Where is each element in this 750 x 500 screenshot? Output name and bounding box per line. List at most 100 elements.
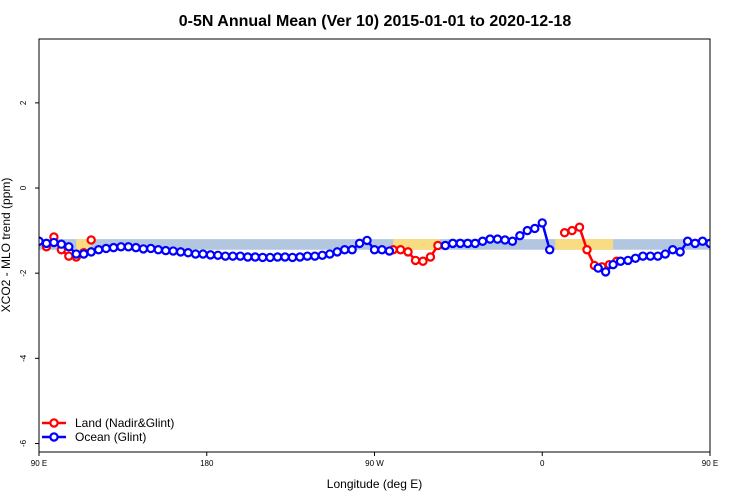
data-point xyxy=(582,245,592,255)
data-point xyxy=(736,245,743,252)
y-axis-label: XCO2 - MLO trend (ppm) xyxy=(0,178,13,313)
data-point xyxy=(205,250,216,260)
data-point xyxy=(403,247,413,257)
data-point xyxy=(500,235,510,245)
data-point xyxy=(744,248,750,255)
data-point xyxy=(507,236,518,246)
data-point xyxy=(49,237,59,248)
data-point xyxy=(138,244,149,254)
data-point xyxy=(721,240,728,247)
y-tick-label: -2 xyxy=(19,269,28,277)
data-point xyxy=(198,249,208,259)
legend-marker xyxy=(49,432,59,442)
data-point xyxy=(64,251,74,261)
data-point xyxy=(567,225,577,236)
data-point xyxy=(228,251,238,261)
legend-label: Land (Nadir&Glint) xyxy=(75,416,174,430)
data-point xyxy=(574,222,585,232)
data-point xyxy=(537,218,547,228)
x-tick-label: 90 W xyxy=(365,459,384,468)
data-point xyxy=(317,250,328,260)
data-point xyxy=(362,235,372,246)
series-ocean xyxy=(39,218,750,277)
data-point xyxy=(714,244,721,251)
data-point xyxy=(190,249,201,259)
data-point xyxy=(175,247,186,257)
data-point xyxy=(287,252,298,263)
y-axis: -6 -4 -2 0 2 xyxy=(19,100,39,447)
data-point xyxy=(86,247,96,257)
data-point xyxy=(559,228,570,238)
data-point xyxy=(455,238,465,249)
data-point xyxy=(146,243,156,254)
data-point xyxy=(108,242,119,253)
data-point xyxy=(623,255,633,266)
data-point xyxy=(630,253,641,263)
data-point xyxy=(440,240,451,251)
y-tick-label: 2 xyxy=(19,100,28,105)
data-point xyxy=(593,263,603,273)
data-point xyxy=(168,246,178,256)
data-point xyxy=(545,245,555,255)
data-point xyxy=(530,223,540,234)
data-point xyxy=(332,247,342,257)
data-point xyxy=(243,252,253,262)
data-point xyxy=(522,225,533,236)
x-axis-label: Longitude (deg E) xyxy=(327,477,422,491)
data-point xyxy=(395,245,406,255)
data-point xyxy=(101,243,111,254)
data-point xyxy=(729,242,736,249)
data-point xyxy=(71,249,81,259)
data-point xyxy=(161,245,171,256)
data-point xyxy=(682,236,693,246)
y-tick-label: 0 xyxy=(19,185,28,190)
data-point xyxy=(183,248,193,258)
data-point xyxy=(302,251,313,261)
data-point xyxy=(377,245,387,255)
data-point xyxy=(462,238,473,249)
chart-title: 0-5N Annual Mean (Ver 10) 2015-01-01 to … xyxy=(179,13,572,30)
data-point xyxy=(645,251,656,261)
data-point xyxy=(384,246,395,256)
data-point xyxy=(675,247,685,257)
data-point xyxy=(477,236,488,246)
data-point xyxy=(93,245,104,255)
data-point xyxy=(347,245,357,255)
x-tick-label: 180 xyxy=(200,459,214,468)
data-point xyxy=(734,233,741,240)
data-point xyxy=(354,238,365,249)
data-point xyxy=(515,231,525,241)
data-point xyxy=(56,239,67,249)
data-point xyxy=(235,251,245,261)
data-point xyxy=(660,249,670,259)
data-point xyxy=(485,234,495,244)
data-point xyxy=(79,249,89,259)
data-point xyxy=(448,238,458,249)
data-point xyxy=(410,255,421,266)
data-point xyxy=(425,252,436,262)
series-line xyxy=(738,237,750,257)
data-point xyxy=(470,238,480,249)
land-patch xyxy=(393,239,440,250)
data-point xyxy=(653,251,663,261)
data-point xyxy=(250,252,260,262)
data-point xyxy=(41,238,52,249)
x-tick-label: 0 xyxy=(540,459,545,468)
data-point xyxy=(131,242,141,253)
data-point xyxy=(615,256,626,266)
land-patch xyxy=(76,239,92,250)
data-point xyxy=(280,252,290,262)
plot-area xyxy=(39,218,750,277)
data-point xyxy=(325,249,335,259)
legend-label: Ocean (Glint) xyxy=(75,430,146,444)
x-axis: 90 E 180 90 W 0 90 E xyxy=(31,452,718,468)
data-point xyxy=(492,234,503,244)
legend: Land (Nadir&Glint)Ocean (Glint) xyxy=(42,416,174,444)
data-point xyxy=(690,238,700,249)
data-point xyxy=(86,235,96,245)
data-point xyxy=(705,238,710,249)
data-point xyxy=(265,252,275,263)
y-tick-label: -6 xyxy=(19,439,28,447)
data-point xyxy=(116,242,126,252)
